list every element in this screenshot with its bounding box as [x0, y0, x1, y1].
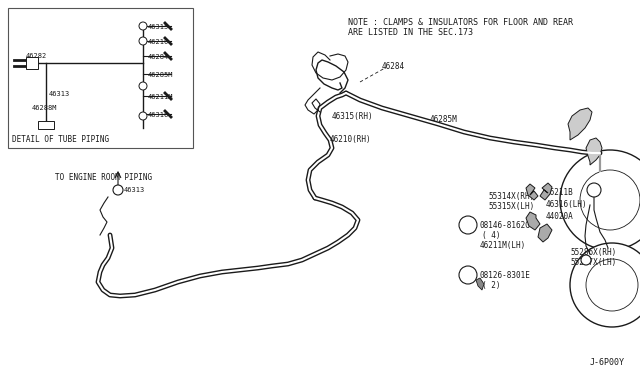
Circle shape	[139, 37, 147, 45]
Circle shape	[580, 170, 640, 230]
Text: 46313: 46313	[124, 187, 145, 193]
Text: 46285M: 46285M	[148, 72, 173, 78]
Text: DETAIL OF TUBE PIPING: DETAIL OF TUBE PIPING	[12, 135, 109, 144]
Text: 46288M: 46288M	[32, 105, 58, 111]
Text: J-6P00Y: J-6P00Y	[590, 358, 625, 367]
Text: 46211B: 46211B	[546, 188, 573, 197]
Circle shape	[560, 150, 640, 250]
Text: 08146-8162G: 08146-8162G	[480, 221, 531, 230]
Text: 08126-8301E: 08126-8301E	[480, 271, 531, 280]
Text: ( 4): ( 4)	[482, 231, 500, 240]
Text: 46282: 46282	[26, 53, 47, 59]
Text: 46315(RH): 46315(RH)	[332, 112, 374, 121]
Text: ( 2): ( 2)	[482, 281, 500, 290]
Text: 46210: 46210	[148, 39, 169, 45]
Text: 46315: 46315	[148, 24, 169, 30]
Text: B: B	[466, 273, 470, 279]
Text: ARE LISTED IN THE SEC.173: ARE LISTED IN THE SEC.173	[348, 28, 473, 37]
Text: 46211M(LH): 46211M(LH)	[480, 241, 526, 250]
Bar	[26, 57, 38, 69]
Text: TO ENGINE ROOM PIPING: TO ENGINE ROOM PIPING	[55, 173, 152, 182]
Polygon shape	[538, 224, 552, 242]
Circle shape	[139, 82, 147, 90]
Text: NOTE : CLAMPS & INSULATORS FOR FLOOR AND REAR: NOTE : CLAMPS & INSULATORS FOR FLOOR AND…	[348, 18, 573, 27]
Polygon shape	[476, 278, 484, 290]
Polygon shape	[568, 108, 592, 140]
Circle shape	[459, 216, 477, 234]
Circle shape	[459, 266, 477, 284]
Text: 55286X(RH): 55286X(RH)	[570, 248, 616, 257]
Text: 46316(LH): 46316(LH)	[546, 200, 588, 209]
Circle shape	[113, 185, 123, 195]
Text: 46284: 46284	[382, 62, 405, 71]
Text: 46211M: 46211M	[148, 94, 173, 100]
Text: 55314X(RH): 55314X(RH)	[488, 192, 534, 201]
Text: B: B	[466, 223, 470, 229]
Polygon shape	[526, 212, 540, 230]
Polygon shape	[540, 183, 552, 200]
Text: 46284: 46284	[148, 54, 169, 60]
Circle shape	[587, 183, 601, 197]
Polygon shape	[526, 184, 538, 200]
Circle shape	[581, 255, 591, 265]
Text: 44020A: 44020A	[546, 212, 573, 221]
Circle shape	[570, 243, 640, 327]
Bar	[38, 121, 54, 129]
Text: 46316: 46316	[148, 112, 169, 118]
Text: 46210(RH): 46210(RH)	[330, 135, 372, 144]
Polygon shape	[586, 138, 602, 165]
Text: 55287X(LH): 55287X(LH)	[570, 258, 616, 267]
Circle shape	[139, 22, 147, 30]
Text: 46285M: 46285M	[430, 115, 458, 124]
Text: 55315X(LH): 55315X(LH)	[488, 202, 534, 211]
Circle shape	[139, 112, 147, 120]
Text: 46313: 46313	[49, 91, 70, 97]
Circle shape	[586, 259, 638, 311]
Bar	[8, 8, 193, 148]
